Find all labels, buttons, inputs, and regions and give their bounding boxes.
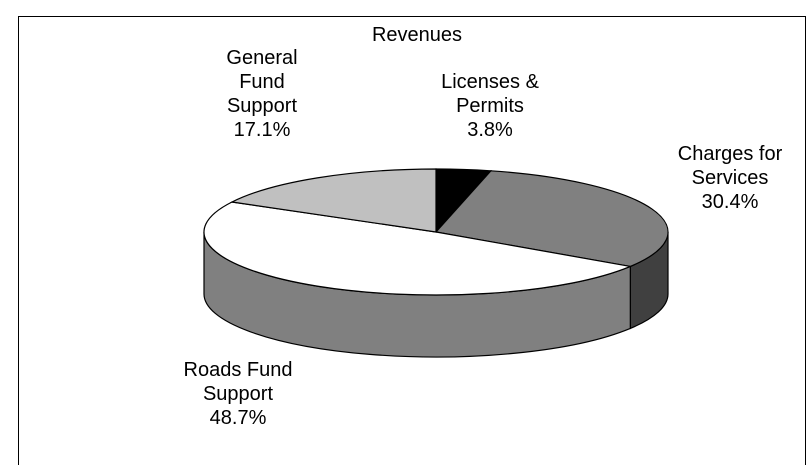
slice-label: Roads Fund Support 48.7% [158, 358, 318, 430]
slice-category: General Fund Support [226, 47, 298, 117]
chart-title: Revenues [371, 24, 463, 46]
slice-label: Licenses & Permits 3.8% [430, 70, 550, 142]
slice-value-label: 3.8% [467, 119, 513, 141]
pie-slice [203, 201, 633, 296]
slice-category: Charges for Services [677, 143, 783, 189]
pie-slice [434, 170, 669, 268]
slice-label: General Fund Support 17.1% [207, 46, 317, 142]
slice-value-label: 48.7% [209, 407, 267, 429]
chart-frame [18, 16, 806, 465]
slice-value-label: 17.1% [233, 119, 291, 141]
slice-category: Roads Fund Support [183, 359, 293, 405]
slice-value-label: 30.4% [701, 191, 759, 213]
pie-slice [230, 168, 437, 233]
slice-label: Charges for Services 30.4% [650, 142, 809, 214]
slice-category: Licenses & Permits [441, 71, 539, 117]
